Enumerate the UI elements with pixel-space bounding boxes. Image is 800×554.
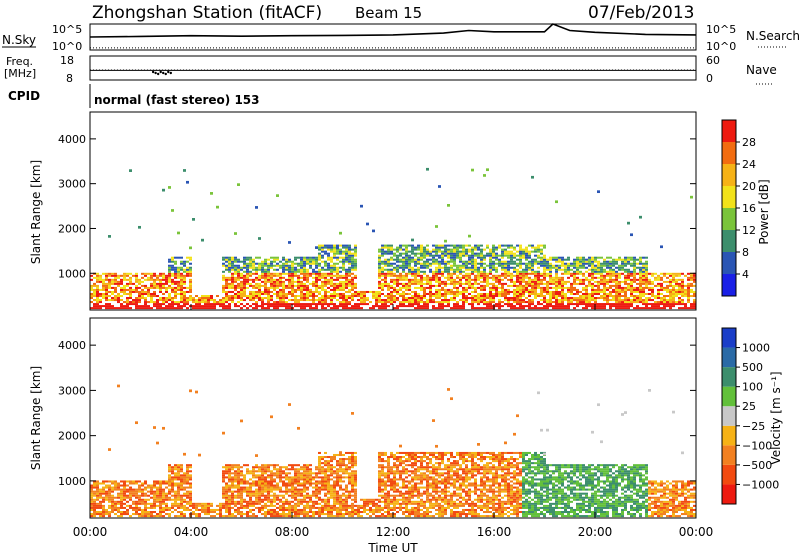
freq-left-tick-top: 18 <box>60 54 74 67</box>
nave-dip-point <box>169 71 172 75</box>
freq-unit-label: [MHz] <box>4 67 36 80</box>
nave-dip-point <box>162 71 165 75</box>
cpid-label: CPID <box>8 89 40 103</box>
colorbar-tick-label: −1000 <box>742 478 779 491</box>
colorbar-tick-label: 16 <box>742 202 756 215</box>
time-axis-label: Time UT <box>367 541 418 554</box>
colorbar-tick-label: 12 <box>742 224 756 237</box>
y-tick-label: 2000 <box>58 430 86 443</box>
colorbar-tick-label: 1000 <box>742 342 770 355</box>
nsky-label: N.Sky <box>2 33 36 47</box>
colorbar-tick-label: 500 <box>742 361 763 374</box>
noise-right-tick-bottom: 10^0 <box>706 40 736 53</box>
y-tick-label: 2000 <box>58 222 86 235</box>
colorbar-segment <box>722 484 736 504</box>
colorbar-segment <box>722 464 736 485</box>
colorbar-segment <box>722 164 736 186</box>
x-tick-label: 20:00 <box>578 525 613 539</box>
colorbar-segment <box>722 186 736 208</box>
beam-label: Beam 15 <box>355 4 422 22</box>
colorbar-tick-label: 28 <box>742 136 756 149</box>
freq-panel-frame <box>89 55 697 81</box>
noise-plot <box>89 23 697 49</box>
x-tick-label: 16:00 <box>477 525 512 539</box>
colorbar-segment <box>722 120 736 142</box>
power-axes: 1000 2000 3000 4000 <box>58 133 696 280</box>
power-colorbar: 4 8 12 16 20 24 28 <box>721 119 756 297</box>
station-title: Zhongshan Station (fitACF) <box>92 3 322 23</box>
colorbar-segment <box>722 274 736 296</box>
power-colorbar-label: Power [dB] <box>757 179 771 244</box>
colorbar-tick-label: 4 <box>742 268 749 281</box>
colorbar-tick-label: −500 <box>742 459 772 472</box>
nave-right-tick-bottom: 0 <box>706 72 713 85</box>
colorbar-segment <box>722 445 736 465</box>
colorbar-segment <box>722 142 736 164</box>
freq-label: Freq. <box>6 55 33 68</box>
colorbar-tick-label: 100 <box>742 381 763 394</box>
noise-left-tick-top: 10^5 <box>52 23 82 36</box>
nave-dip-point <box>164 72 167 76</box>
nave-dip-point <box>151 70 155 74</box>
nave-label: Nave <box>746 63 777 77</box>
colorbar-segment <box>722 252 736 274</box>
x-tick-label: 00:00 <box>679 525 714 539</box>
y-tick-label: 4000 <box>58 339 86 352</box>
colorbar-segment <box>722 406 736 426</box>
colorbar-segment <box>722 425 736 446</box>
freq-left-tick-bottom: 8 <box>66 72 73 85</box>
colorbar-segment <box>722 367 736 387</box>
sky-noise-line <box>89 23 697 38</box>
colorbar-frame <box>721 327 737 505</box>
colorbar-tick-label: 20 <box>742 180 756 193</box>
velocity-ylabel: Slant Range [km] <box>29 366 43 470</box>
power-ylabel: Slant Range [km] <box>29 160 43 264</box>
nave-dip-point <box>154 71 157 75</box>
nave-dip-point <box>159 70 162 74</box>
velocity-colorbar-label: Velocity [m s⁻¹] <box>769 371 783 464</box>
date-label: 07/Feb/2013 <box>588 3 694 23</box>
colorbar-segment <box>722 230 736 252</box>
y-tick-label: 1000 <box>58 267 86 280</box>
power-heatmap <box>90 167 696 310</box>
x-tick-label: 08:00 <box>275 525 310 539</box>
nave-dip-point <box>167 70 170 74</box>
colorbar-segment <box>722 347 736 368</box>
x-tick-label: 04:00 <box>174 525 209 539</box>
y-tick-label: 1000 <box>58 475 86 488</box>
colorbar-tick-label: 25 <box>742 400 756 413</box>
colorbar-segment <box>722 328 736 348</box>
colorbar-tick-label: −100 <box>742 439 772 452</box>
y-tick-label: 4000 <box>58 133 86 146</box>
velocity-colorbar: −1000 −500 −100 −25 25 100 500 1000 <box>721 327 779 505</box>
cpid-text: normal (fast stereo) 153 <box>94 93 260 107</box>
nave-right-tick-top: 60 <box>706 54 720 67</box>
colorbar-tick-label: −25 <box>742 420 765 433</box>
noise-right-tick-top: 10^5 <box>706 23 736 36</box>
velocity-heatmap <box>90 384 696 518</box>
velocity-axes: 1000 2000 3000 4000 <box>58 339 696 488</box>
x-tick-label: 12:00 <box>376 525 411 539</box>
x-tick-label: 00:00 <box>73 525 108 539</box>
y-tick-label: 3000 <box>58 178 86 191</box>
colorbar-segment <box>722 386 736 407</box>
nave-dip-point <box>156 72 160 76</box>
colorbar-tick-label: 24 <box>742 158 756 171</box>
y-tick-label: 3000 <box>58 384 86 397</box>
nsearch-label: N.Search <box>746 29 800 43</box>
time-axis: 00:00 04:00 08:00 12:00 16:00 20:00 00:00 <box>73 304 714 539</box>
colorbar-segment <box>722 208 736 230</box>
noise-left-tick-bottom: 10^0 <box>52 40 82 53</box>
noise-panel-frame <box>89 23 697 51</box>
freq-plot <box>90 69 696 76</box>
colorbar-tick-label: 8 <box>742 246 749 259</box>
